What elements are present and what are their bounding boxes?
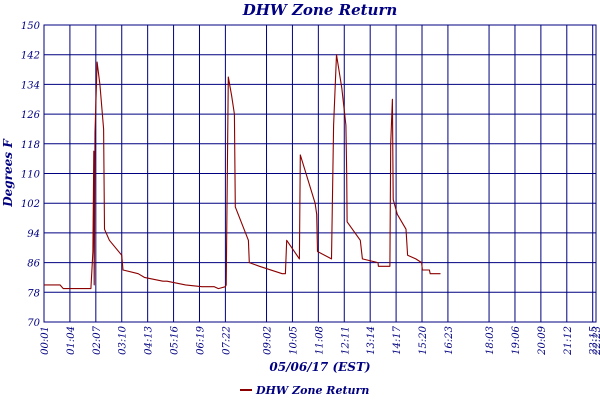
- x-tick-label: 04:13: [144, 326, 155, 355]
- y-tick-label: 134: [21, 80, 40, 91]
- x-tick-label: 11:08: [314, 326, 325, 355]
- x-tick-label: 01:04: [66, 326, 77, 355]
- y-tick-label: 118: [21, 140, 40, 151]
- series-line: [44, 54, 441, 290]
- y-tick-label: 78: [27, 288, 40, 299]
- x-tick-label: 07:22: [221, 326, 232, 355]
- legend-label: DHW Zone Return: [255, 384, 369, 397]
- x-tick-label: 20:09: [537, 325, 548, 355]
- y-tick-label: 70: [27, 318, 40, 329]
- x-tick-label: 13:14: [366, 326, 377, 355]
- x-tick-label: 09:02: [263, 326, 274, 355]
- x-tick-label: 18:03: [485, 326, 496, 355]
- y-axis-title: Degrees F: [1, 138, 15, 208]
- y-tick-label: 142: [21, 51, 40, 62]
- x-tick-label: 03:10: [118, 325, 129, 354]
- x-tick-label: 16:23: [444, 326, 455, 355]
- x-tick-label: 06:19: [195, 325, 206, 354]
- x-tick-label: 15:20: [418, 325, 429, 354]
- x-tick-label: 00:01: [40, 326, 51, 355]
- legend: DHW Zone Return: [240, 384, 369, 397]
- x-tick-label: 19:06: [511, 325, 522, 354]
- x-axis-title: 05/06/17 (EST): [269, 360, 370, 374]
- x-tick-label: 21:12: [563, 326, 574, 356]
- x-tick-label: 02:07: [92, 325, 103, 354]
- x-tick-label: 12:11: [340, 326, 351, 355]
- y-axis-ticks: 70 78 86 94 102 110 118 126 134 142 150: [21, 21, 41, 329]
- x-tick-label: 14:17: [392, 325, 403, 354]
- chart-title: DHW Zone Return: [242, 1, 398, 19]
- x-tick-label: 22:23: [592, 326, 600, 356]
- y-tick-label: 102: [21, 199, 40, 210]
- x-axis-ticks: 00:01 01:04 02:07 03:10 04:13 05:16 06:19 07:22…: [40, 325, 600, 355]
- x-tick-label: 22:15: [589, 326, 600, 356]
- series-group: [44, 54, 441, 290]
- grid-lines: [44, 25, 596, 322]
- y-tick-label: 94: [27, 229, 40, 240]
- y-tick-label: 126: [21, 110, 41, 121]
- y-tick-label: 110: [21, 170, 41, 181]
- y-tick-label: 86: [27, 259, 40, 270]
- y-tick-label: 150: [21, 21, 41, 32]
- x-tick-label: 05:16: [170, 325, 181, 354]
- x-tick-label: 10:05: [288, 326, 299, 355]
